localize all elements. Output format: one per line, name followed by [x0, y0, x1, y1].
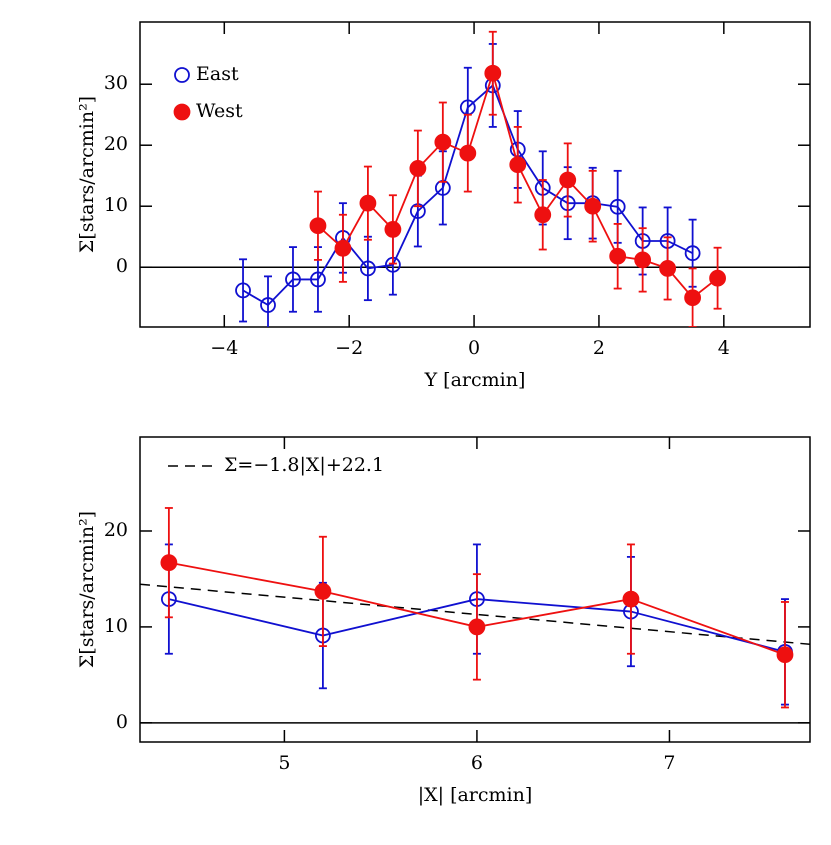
- y-tick-label: 20: [104, 519, 128, 541]
- x-tick-label: −2: [335, 337, 363, 359]
- data-point: [310, 271, 326, 288]
- data-point: [684, 245, 701, 262]
- x-tick-label: −4: [210, 337, 238, 359]
- y-axis-label: Σ[stars/arcmin²]: [76, 96, 98, 253]
- data-point: [559, 171, 577, 189]
- data-point: [622, 590, 640, 608]
- panel: −4 −2 0 2 4 0 10 20 30 Y [arcmin] Σ[stars/arcmin²]…: [76, 21, 811, 391]
- x-axis-label: |X| [arcmin]: [418, 784, 533, 806]
- data-point: [609, 247, 627, 265]
- data-point: [709, 269, 726, 287]
- data-point: [776, 646, 794, 664]
- data-point: [334, 239, 352, 257]
- data-point: [609, 198, 626, 215]
- y-tick-label: 0: [116, 255, 128, 277]
- x-axis-label: Y [arcmin]: [424, 369, 526, 391]
- data-point: [584, 197, 602, 215]
- error-bar: [288, 246, 297, 313]
- plot-frame: [139, 436, 811, 743]
- data-point: [484, 64, 502, 82]
- data-point: [534, 206, 552, 224]
- plot-area: [140, 30, 810, 327]
- x-tick-label: 0: [468, 337, 480, 359]
- legend-marker: [174, 67, 190, 83]
- data-point: [509, 156, 527, 174]
- data-point: [409, 159, 427, 177]
- x-tick-label: 7: [663, 752, 675, 774]
- data-point: [359, 194, 377, 212]
- x-tick-label: 4: [718, 337, 730, 359]
- data-point: [659, 260, 677, 277]
- y-tick-label: 20: [104, 133, 128, 155]
- data-point: [634, 251, 652, 269]
- y-tick-label: 0: [116, 711, 128, 733]
- y-axis-label: Σ[stars/arcmin²]: [76, 511, 98, 668]
- x-tick-label: 2: [593, 337, 605, 359]
- data-point: [235, 282, 251, 299]
- legend-marker: [173, 103, 191, 121]
- x-tick-label: 6: [471, 752, 483, 774]
- data-point: [314, 583, 332, 600]
- x-tick-label: 5: [278, 752, 290, 774]
- error-bar: [239, 258, 248, 323]
- fit-label: Σ=−1.8|X|+22.1: [224, 454, 384, 476]
- plot-area: [140, 507, 810, 724]
- y-tick-label: 10: [104, 615, 128, 637]
- data-point: [309, 217, 327, 235]
- plot-frame: [139, 21, 811, 328]
- data-point: [384, 220, 402, 238]
- data-point: [459, 144, 477, 162]
- legend-label: West: [196, 100, 243, 122]
- error-bar: [264, 275, 273, 327]
- y-tick-label: 30: [104, 72, 128, 94]
- data-point: [434, 133, 452, 151]
- data-point: [160, 554, 178, 572]
- data-point: [360, 260, 376, 277]
- data-point: [260, 297, 276, 313]
- data-point: [684, 289, 702, 307]
- y-tick-label: 10: [104, 194, 128, 216]
- data-point: [285, 271, 301, 288]
- legend-label: East: [196, 63, 239, 85]
- panel: 5 6 7 0 10 20 |X| [arcmin] Σ[stars/arcmin²] Σ=−1…: [76, 436, 811, 806]
- data-point: [468, 618, 486, 636]
